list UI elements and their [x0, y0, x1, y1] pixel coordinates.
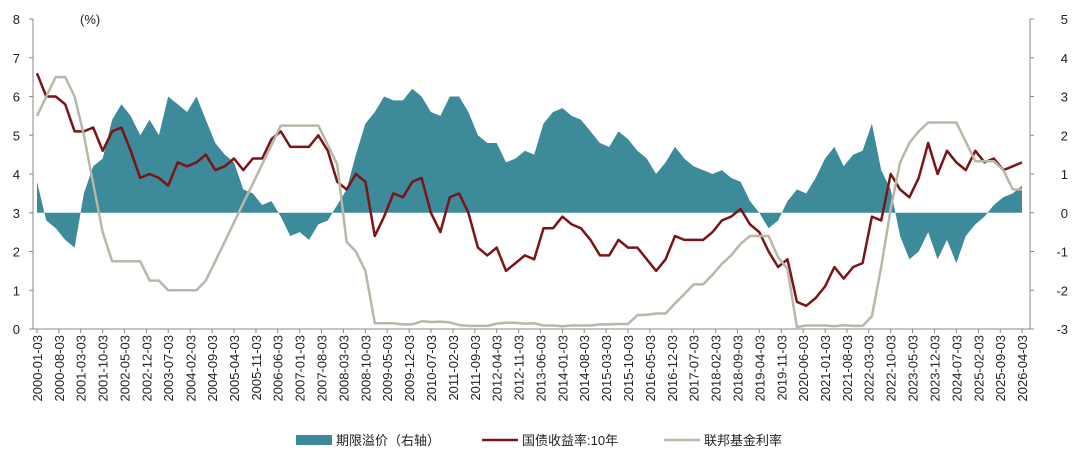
y2-tick-label: 4	[1061, 51, 1068, 66]
x-tick-label: 2010-07-03	[424, 335, 439, 402]
x-tick-label: 2015-10-03	[621, 335, 636, 402]
x-tick-label: 2008-03-03	[336, 335, 351, 402]
x-tick-label: 2006-06-03	[271, 335, 286, 402]
y2-tick-label: 5	[1061, 12, 1068, 27]
y2-tick-label: -2	[1056, 283, 1068, 298]
x-tick-label: 2016-05-03	[643, 335, 658, 402]
y2-tick-label: -3	[1056, 322, 1068, 337]
x-tick-label: 2025-02-03	[971, 335, 986, 402]
x-tick-label: 2018-09-03	[731, 335, 746, 402]
line	[35, 75, 1022, 329]
y2-tick-label: 3	[1061, 90, 1068, 105]
y2-tick-label: 0	[1061, 206, 1068, 221]
x-tick-label: 2001-10-03	[96, 335, 111, 402]
x-tick-label: 2000-01-03	[30, 335, 45, 402]
x-tick-label: 2009-12-03	[402, 335, 417, 402]
x-tick-label: 2000-08-03	[52, 335, 67, 402]
y-tick-label: 7	[13, 51, 20, 66]
legend-label: 国债收益率:10年	[522, 433, 618, 448]
x-tick-label: 2020-06-03	[796, 335, 811, 402]
area	[37, 88, 1022, 264]
x-tick-label: 2021-08-03	[840, 335, 855, 402]
x-tick-label: 2022-10-03	[884, 335, 899, 402]
line	[35, 72, 1023, 308]
x-tick-label: 2024-07-03	[949, 335, 964, 402]
x-tick-label: 2012-11-03	[512, 335, 527, 401]
x-tick-label: 2011-02-03	[446, 335, 461, 401]
x-tick-label: 2008-10-03	[358, 335, 373, 402]
x-tick-label: 2007-08-03	[314, 335, 329, 402]
x-tick-label: 2005-11-03	[249, 335, 264, 401]
x-tick-label: 2013-06-03	[533, 335, 548, 402]
y-tick-label: 0	[13, 322, 20, 337]
y2-tick-label: 2	[1061, 128, 1068, 143]
x-tick-label: 2003-07-03	[161, 335, 176, 402]
x-tick-label: 2014-01-03	[555, 335, 570, 402]
x-tick-label: 2026-04-03	[1015, 335, 1030, 402]
x-tick-label: 2017-07-03	[687, 335, 702, 402]
x-tick-label: 2021-01-03	[818, 335, 833, 402]
x-tick-label: 2005-04-03	[227, 335, 242, 402]
x-tick-label: 2025-09-03	[993, 335, 1008, 402]
y-tick-label: 6	[13, 90, 20, 105]
y-tick-label: 2	[13, 245, 20, 260]
legend-label: 联邦基金利率	[704, 433, 782, 448]
x-tick-label: 2022-03-03	[862, 335, 877, 402]
x-tick-label: 2009-05-03	[380, 335, 395, 402]
y-axis-label: (%)	[80, 12, 100, 27]
x-tick-label: 2004-09-03	[205, 335, 220, 402]
x-tick-label: 2019-04-03	[752, 335, 767, 402]
x-tick-label: 2007-01-03	[293, 335, 308, 402]
y2-tick-label: -1	[1056, 245, 1068, 260]
y-tick-label: 4	[13, 167, 20, 182]
x-tick-label: 2002-12-03	[139, 335, 154, 402]
legend-swatch	[296, 435, 332, 445]
x-tick-label: 2011-09-03	[468, 335, 483, 401]
x-tick-label: 2015-03-03	[599, 335, 614, 402]
x-tick-label: 2019-11-03	[774, 335, 789, 401]
y-tick-label: 1	[13, 283, 20, 298]
x-tick-label: 2004-02-03	[183, 335, 198, 402]
x-tick-label: 2002-05-03	[117, 335, 132, 402]
legend-label: 期限溢价（右轴）	[336, 433, 440, 448]
x-tick-label: 2014-08-03	[577, 335, 592, 402]
x-tick-label: 2016-12-03	[665, 335, 680, 402]
y-tick-label: 8	[13, 12, 20, 27]
x-tick-label: 2023-05-03	[905, 335, 920, 402]
x-tick-label: 2012-04-03	[490, 335, 505, 402]
x-tick-label: 2023-12-03	[927, 335, 942, 402]
y2-tick-label: 1	[1061, 167, 1068, 182]
x-tick-label: 2018-02-03	[709, 335, 724, 402]
x-tick-label: 2001-03-03	[74, 335, 89, 402]
y-tick-label: 3	[13, 206, 20, 221]
y-tick-label: 5	[13, 128, 20, 143]
